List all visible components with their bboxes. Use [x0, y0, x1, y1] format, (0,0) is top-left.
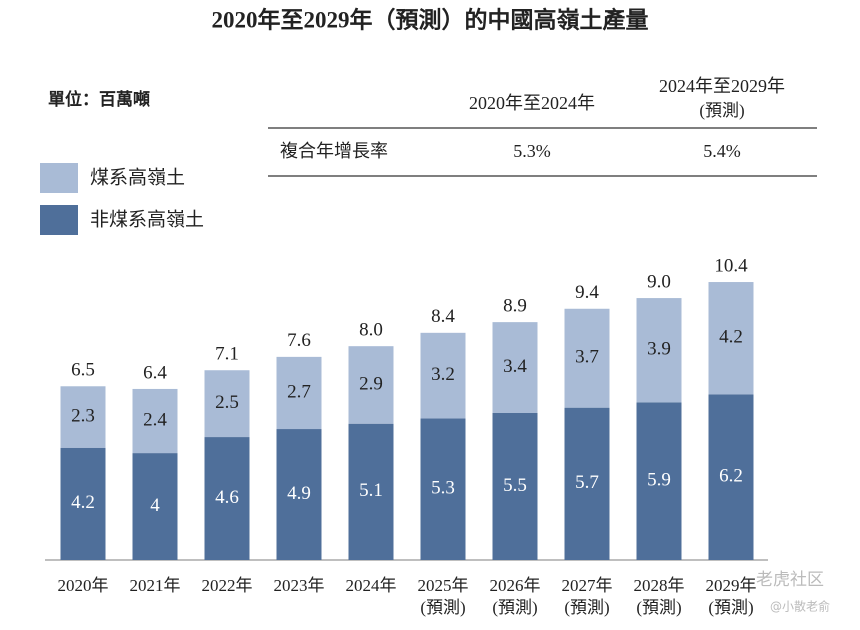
- table-column-note: (預測): [699, 101, 744, 120]
- bar-segment: [60, 447, 106, 560]
- x-tick-label: 2020年: [58, 576, 109, 595]
- x-tick-label: 2021年: [130, 576, 181, 595]
- x-tick-note: (預測): [708, 598, 753, 617]
- total-label: 8.4: [431, 306, 455, 327]
- segment-label: 3.4: [503, 356, 527, 377]
- bar-segment: [420, 332, 466, 419]
- x-tick-note: (預測): [420, 598, 465, 617]
- segment-label: 2.7: [287, 381, 311, 402]
- unit-label: 單位：百萬噸: [48, 89, 150, 110]
- bar-segment: [276, 356, 322, 430]
- x-tick-label: 2029年: [706, 576, 757, 595]
- total-label: 9.4: [575, 282, 599, 303]
- bar-segment: [132, 388, 178, 454]
- chart-title: 2020年至2029年（預測）的中國高嶺土產量: [212, 6, 649, 32]
- segment-label: 5.3: [431, 478, 455, 499]
- x-tick-label: 2025年: [418, 576, 469, 595]
- x-tick-label: 2026年: [490, 576, 541, 595]
- x-tick-note: (預測): [636, 598, 681, 617]
- table-value: 5.3%: [513, 141, 551, 161]
- x-tick-label: 2027年: [562, 576, 613, 595]
- segment-label: 2.4: [143, 409, 167, 430]
- total-label: 8.0: [359, 320, 383, 341]
- segment-label: 6.2: [719, 466, 743, 487]
- bar-segment: [348, 346, 394, 424]
- segment-label: 5.7: [575, 472, 599, 493]
- legend-swatch: [40, 163, 78, 193]
- segment-label: 4.9: [287, 483, 311, 504]
- segment-label: 3.2: [431, 364, 455, 385]
- segment-label: 2.9: [359, 373, 383, 394]
- total-label: 10.4: [714, 255, 748, 276]
- segment-label: 5.1: [359, 480, 383, 501]
- segment-label: 4.2: [71, 492, 95, 513]
- bar-segment: [708, 282, 754, 395]
- legend-label: 非煤系高嶺土: [90, 209, 204, 231]
- segment-label: 4.6: [215, 487, 239, 508]
- segment-label: 5.9: [647, 470, 671, 491]
- bar-segment: [204, 437, 250, 560]
- total-label: 6.5: [71, 360, 95, 381]
- table-row-label: 複合年增長率: [280, 141, 388, 161]
- watermark: @小散老俞: [770, 599, 830, 614]
- x-tick-label: 2024年: [346, 576, 397, 595]
- x-tick-label: 2023年: [274, 576, 325, 595]
- bar-segment: [492, 322, 538, 413]
- segment-label: 2.5: [215, 392, 239, 413]
- bar-segment: [564, 407, 610, 560]
- total-label: 8.9: [503, 295, 527, 316]
- watermark: 老虎社区: [756, 570, 824, 590]
- x-tick-note: (預測): [564, 598, 609, 617]
- legend-label: 煤系高嶺土: [90, 167, 185, 189]
- bar-segment: [348, 423, 394, 560]
- x-tick-label: 2028年: [634, 576, 685, 595]
- bar-segment: [492, 413, 538, 560]
- legend-swatch: [40, 205, 78, 235]
- table-column-header: 2020年至2024年: [469, 93, 595, 113]
- table-column-header: 2024年至2029年: [659, 76, 785, 96]
- bar-segment: [708, 394, 754, 560]
- total-label: 7.6: [287, 330, 311, 351]
- segment-label: 5.5: [503, 475, 527, 496]
- total-label: 9.0: [647, 271, 671, 292]
- segment-label: 2.3: [71, 405, 95, 426]
- bar-segment: [564, 308, 610, 408]
- bar-segment: [420, 418, 466, 560]
- table-value: 5.4%: [703, 141, 741, 161]
- segment-label: 3.7: [575, 347, 599, 368]
- bar-segment: [276, 429, 322, 560]
- x-tick-label: 2022年: [202, 576, 253, 595]
- total-label: 7.1: [215, 344, 239, 365]
- bar-segment: [204, 370, 250, 438]
- segment-label: 4.2: [719, 327, 743, 348]
- segment-label: 3.9: [647, 339, 671, 360]
- bar-segment: [60, 386, 106, 448]
- total-label: 6.4: [143, 362, 167, 383]
- bar-segment: [132, 453, 178, 560]
- bar-segment: [636, 402, 682, 560]
- segment-label: 4: [150, 495, 160, 516]
- x-tick-note: (預測): [492, 598, 537, 617]
- bar-segment: [636, 298, 682, 403]
